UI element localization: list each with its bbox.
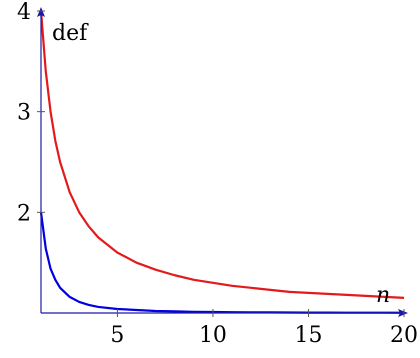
x-tick-label-20: 20: [390, 323, 418, 348]
x-tick-label-5: 5: [110, 323, 124, 348]
x-axis-label: n: [376, 283, 390, 308]
y-axis-label: def: [52, 21, 89, 46]
x-tick-label-10: 10: [199, 323, 227, 348]
series-line-2: [39, 212, 405, 314]
ticks-layer: 5 10 15 20 2 3 4: [17, 0, 418, 348]
series-layer: [39, 10, 405, 314]
y-tick-label-3: 3: [17, 101, 31, 126]
series-line-1: [39, 10, 405, 299]
y-tick-label-2: 2: [17, 201, 31, 226]
y-tick-label-4: 4: [17, 0, 31, 25]
x-tick-label-15: 15: [294, 323, 322, 348]
axes-layer: [37, 7, 408, 317]
